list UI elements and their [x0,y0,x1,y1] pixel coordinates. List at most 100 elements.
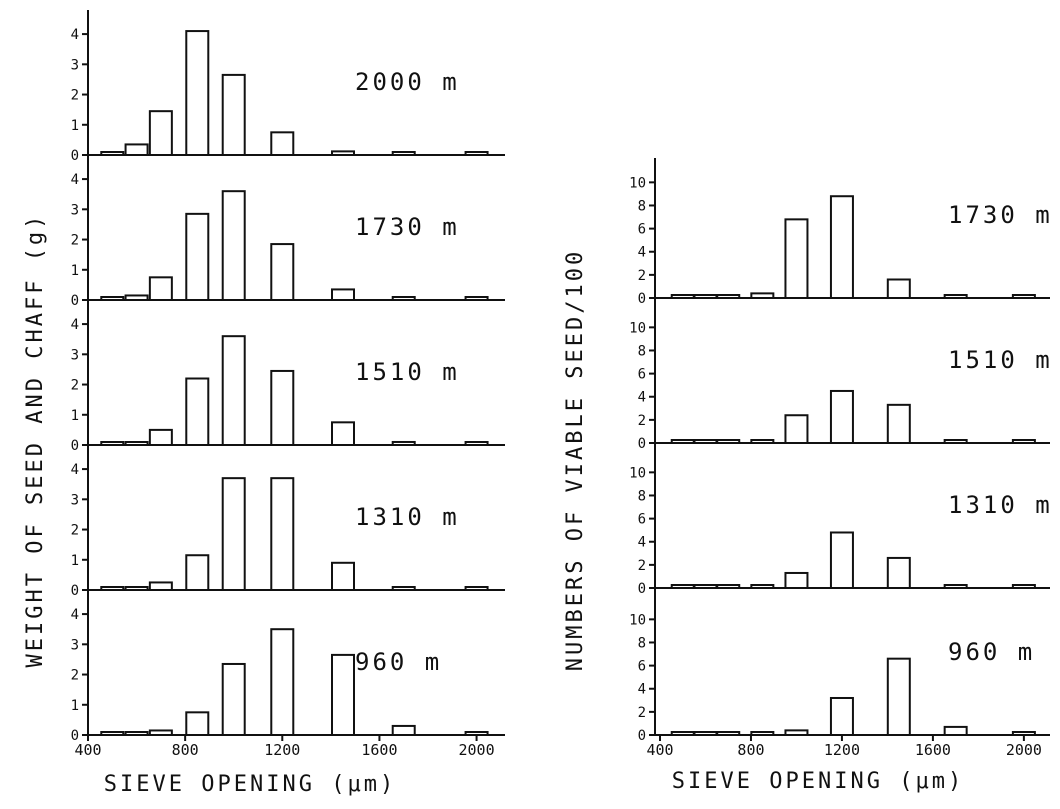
bar-600 [124,143,149,157]
y-tick-label: 2 [638,705,646,721]
bar-850 [185,711,210,736]
panel-1730-m: 0 1 2 3 4 1730 m [71,172,505,309]
bar-1200 [829,696,854,737]
bar-600 [693,439,718,444]
bar-500 [100,441,125,446]
bar-500 [100,151,125,156]
y-tick-label: 4 [71,172,79,188]
bar-1000 [784,571,809,589]
y-tick-label: 4 [638,390,646,406]
bar-500 [100,586,125,591]
y-tick-label: 4 [71,27,79,43]
bar-1700 [943,294,968,299]
bar-1000 [784,218,809,299]
panel-960-m: 0 2 4 6 8 10 960 m [629,612,1050,744]
x-tick-label: 400 [646,741,673,759]
bar-1000 [221,662,246,736]
y-tick-label: 3 [71,637,79,653]
y-tick-label: 1 [71,553,79,569]
bar-1450 [886,278,911,300]
y-tick-label: 0 [71,583,79,599]
y-tick-label: 6 [638,222,646,238]
panel-2000-m: 0 1 2 3 4 2000 m [71,27,505,164]
y-tick-label: 2 [71,88,79,104]
bar-2000 [464,441,489,446]
bar-850 [185,377,210,446]
bar-1200 [270,243,295,301]
bar-1450 [331,561,355,592]
y-tick-label: 10 [629,320,646,336]
bar-2000 [1011,294,1036,299]
bar-1000 [221,190,246,302]
panel-label: 1310 m [948,491,1053,519]
y-tick-label: 1 [71,698,79,714]
panel-label: 1510 m [355,358,460,386]
bar-1450 [886,556,911,589]
bar-2000 [1011,731,1036,736]
bar-1700 [391,586,416,591]
bar-1700 [943,584,968,589]
bar-700 [148,729,173,736]
y-tick-label: 10 [629,612,646,628]
bar-2000 [464,296,489,301]
bar-1200 [829,195,854,299]
panel-1310-m: 0 2 4 6 8 10 1310 m [629,465,1053,597]
y-tick-label: 8 [638,635,646,651]
y-tick-label: 0 [638,436,646,452]
bar-700 [716,584,741,589]
bar-700 [716,294,741,299]
y-tick-label: 0 [638,581,646,597]
bar-2000 [464,731,489,736]
right-y-axis-title: NUMBERS OF VIABLE SEED/100 [563,249,588,671]
bar-700 [148,428,173,446]
bar-1450 [331,150,355,156]
y-tick-label: 0 [638,728,646,744]
left-y-axis-title: WEIGHT OF SEED AND CHAFF (g) [23,213,48,668]
y-tick-label: 0 [71,148,79,164]
y-tick-label: 6 [638,512,646,528]
bar-2000 [1011,584,1036,589]
bar-1700 [391,724,416,737]
y-tick-label: 3 [71,57,79,73]
right-x-axis-title: SIEVE OPENING (μm) [672,769,964,794]
x-tick-label: 800 [737,741,764,759]
bar-700 [716,731,741,736]
y-tick-label: 10 [629,175,646,191]
bar-700 [148,581,173,591]
bar-1700 [943,725,968,737]
bar-500 [670,294,695,299]
y-tick-label: 4 [638,682,646,698]
bar-2000 [464,151,489,156]
y-tick-label: 1 [71,263,79,279]
x-tick-label: 800 [172,741,199,759]
y-tick-label: 0 [638,291,646,307]
bar-500 [670,584,695,589]
panel-960-m: 0 1 2 3 4 960 m [71,607,505,744]
bar-700 [148,276,173,302]
panel-label: 2000 m [355,68,460,96]
y-tick-label: 2 [638,413,646,429]
bar-2000 [1011,439,1036,444]
y-tick-label: 2 [71,523,79,539]
bar-600 [124,586,149,591]
y-tick-label: 4 [71,607,79,623]
bar-850 [750,292,775,299]
y-tick-label: 2 [638,558,646,574]
bar-1000 [784,414,809,444]
panel-label: 1510 m [948,346,1053,374]
bar-500 [670,731,695,736]
y-tick-label: 8 [638,198,646,214]
y-tick-label: 8 [638,343,646,359]
x-tick-label: 1600 [915,741,951,759]
y-tick-label: 10 [629,465,646,481]
y-tick-label: 2 [71,233,79,249]
bar-1450 [886,403,911,444]
y-tick-label: 1 [71,118,79,134]
panel-1510-m: 0 2 4 6 8 10 1510 m [629,320,1053,452]
bar-500 [100,731,125,736]
y-tick-label: 1 [71,408,79,424]
bar-1450 [331,288,355,301]
bar-1000 [784,729,809,736]
bar-1200 [270,131,295,156]
